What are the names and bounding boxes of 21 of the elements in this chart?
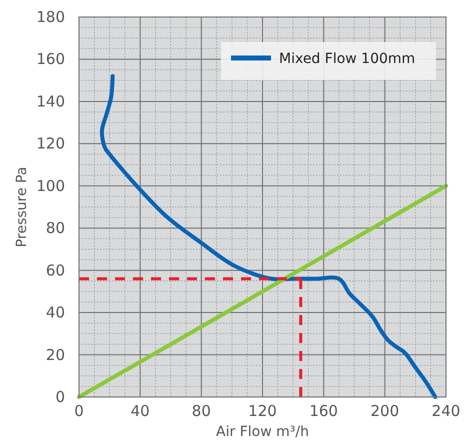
legend-label: Mixed Flow 100mm bbox=[279, 51, 416, 67]
x-tick-label: 120 bbox=[248, 402, 277, 420]
y-axis-title: Pressure Pa bbox=[14, 166, 30, 248]
x-tick-label: 200 bbox=[370, 402, 400, 420]
x-tick-label: 40 bbox=[130, 402, 150, 420]
y-tick-label: 180 bbox=[36, 8, 65, 26]
y-tick-label: 100 bbox=[36, 176, 65, 195]
y-tick-label: 120 bbox=[36, 134, 65, 153]
y-tick-label: 140 bbox=[36, 92, 65, 110]
y-tick-label: 80 bbox=[46, 219, 65, 238]
y-tick-label: 160 bbox=[36, 50, 65, 68]
y-tick-label: 60 bbox=[46, 261, 65, 280]
y-tick-label: 40 bbox=[46, 304, 65, 322]
y-tick-label: 20 bbox=[46, 346, 65, 364]
x-tick-label: 0 bbox=[74, 402, 84, 420]
x-tick-label: 240 bbox=[432, 402, 460, 420]
x-axis-title: Air Flow m³/h bbox=[216, 424, 309, 440]
line-series bbox=[100, 74, 438, 399]
x-tick-label: 160 bbox=[309, 402, 338, 420]
x-tick-label: 80 bbox=[192, 402, 211, 420]
y-tick-label: 0 bbox=[55, 388, 65, 406]
